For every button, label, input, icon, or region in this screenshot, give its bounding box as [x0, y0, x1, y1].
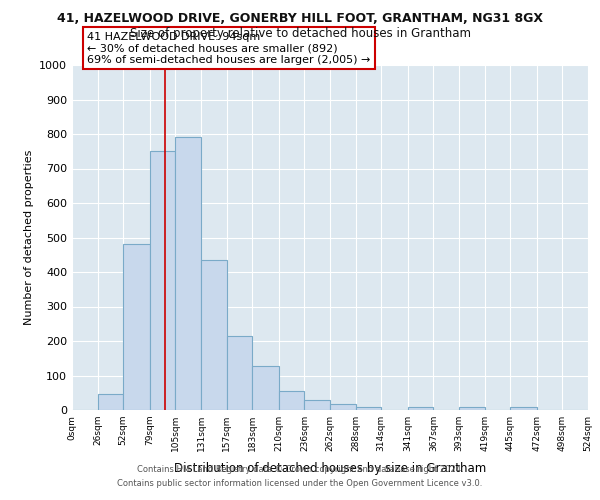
Bar [330, 404, 356, 410]
X-axis label: Distribution of detached houses by size in Grantham: Distribution of detached houses by size … [174, 462, 486, 475]
Bar [150, 151, 175, 410]
Text: Contains HM Land Registry data © Crown copyright and database right 2024.
Contai: Contains HM Land Registry data © Crown c… [118, 466, 482, 487]
Bar [279, 391, 304, 410]
Text: 41, HAZELWOOD DRIVE, GONERBY HILL FOOT, GRANTHAM, NG31 8GX: 41, HAZELWOOD DRIVE, GONERBY HILL FOOT, … [57, 12, 543, 26]
Bar [201, 260, 227, 410]
Bar [252, 366, 279, 410]
Bar [98, 394, 123, 410]
Bar [123, 244, 150, 410]
Bar [356, 406, 381, 410]
Bar [408, 407, 433, 410]
Text: 41 HAZELWOOD DRIVE: 94sqm
← 30% of detached houses are smaller (892)
69% of semi: 41 HAZELWOOD DRIVE: 94sqm ← 30% of detac… [88, 32, 371, 65]
Bar [175, 138, 201, 410]
Bar [304, 400, 330, 410]
Text: Size of property relative to detached houses in Grantham: Size of property relative to detached ho… [130, 28, 470, 40]
Bar [510, 407, 537, 410]
Y-axis label: Number of detached properties: Number of detached properties [23, 150, 34, 325]
Bar [227, 336, 252, 410]
Bar [459, 407, 485, 410]
